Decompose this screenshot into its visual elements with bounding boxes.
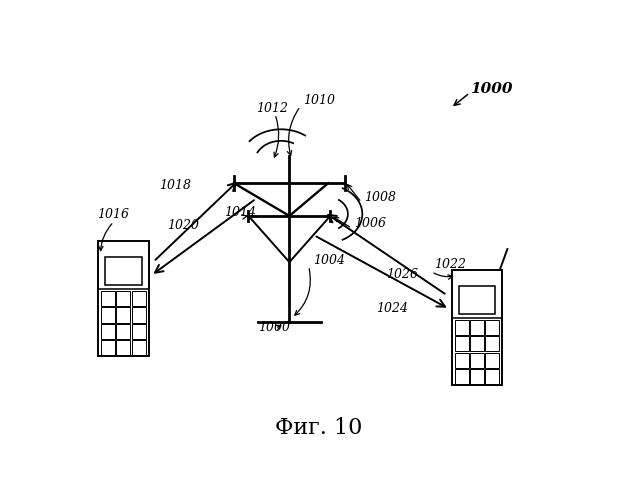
Bar bbox=[485, 320, 499, 335]
Bar bbox=[105, 257, 142, 285]
Bar bbox=[101, 308, 115, 322]
Bar bbox=[455, 352, 469, 368]
Text: 1012: 1012 bbox=[256, 102, 288, 115]
Text: 1024: 1024 bbox=[376, 302, 408, 315]
Bar bbox=[101, 324, 115, 339]
Text: 1004: 1004 bbox=[314, 254, 345, 267]
Bar bbox=[455, 336, 469, 351]
Bar bbox=[101, 291, 115, 306]
Bar bbox=[116, 340, 130, 355]
Bar bbox=[455, 320, 469, 335]
Text: 1008: 1008 bbox=[364, 190, 396, 203]
Text: 1026: 1026 bbox=[386, 268, 418, 280]
Text: 1020: 1020 bbox=[166, 220, 199, 232]
Bar bbox=[470, 336, 484, 351]
Bar bbox=[98, 241, 148, 356]
Text: 1018: 1018 bbox=[160, 179, 191, 192]
Bar bbox=[459, 286, 496, 314]
Text: 1010: 1010 bbox=[303, 94, 335, 108]
Bar bbox=[455, 369, 469, 384]
Bar bbox=[470, 352, 484, 368]
Text: 1000: 1000 bbox=[258, 322, 290, 334]
Bar bbox=[116, 308, 130, 322]
Bar bbox=[132, 340, 145, 355]
Text: 1022: 1022 bbox=[433, 258, 466, 271]
Bar bbox=[485, 336, 499, 351]
Bar bbox=[485, 369, 499, 384]
Bar bbox=[470, 369, 484, 384]
Text: 1000: 1000 bbox=[470, 82, 512, 96]
Bar bbox=[132, 324, 145, 339]
Bar bbox=[452, 270, 502, 386]
Text: Фиг. 10: Фиг. 10 bbox=[274, 416, 362, 438]
Text: 1006: 1006 bbox=[355, 218, 386, 230]
Bar bbox=[470, 320, 484, 335]
Bar bbox=[485, 352, 499, 368]
Text: 1016: 1016 bbox=[97, 208, 129, 221]
Bar bbox=[132, 291, 145, 306]
Bar bbox=[101, 340, 115, 355]
Text: 1014: 1014 bbox=[224, 206, 256, 219]
Bar bbox=[116, 324, 130, 339]
Bar bbox=[116, 291, 130, 306]
Bar bbox=[132, 308, 145, 322]
